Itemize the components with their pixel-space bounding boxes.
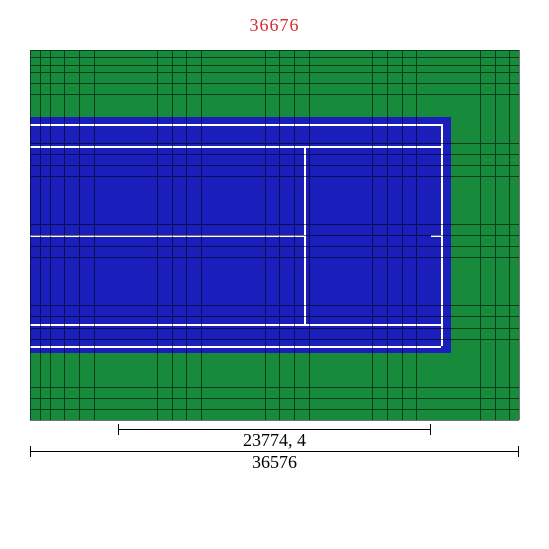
top-dimension-label: 36676 — [0, 15, 549, 36]
bottom-dimensions: 23774, 4 36576 — [30, 426, 519, 470]
dimension-row-outer: 36576 — [30, 448, 519, 470]
dimension-row-inner: 23774, 4 — [30, 426, 519, 448]
diagram-container: 36676 23774, 4 36576 — [0, 0, 549, 549]
dimension-outer-text: 36576 — [30, 452, 519, 473]
court-area — [30, 50, 519, 420]
top-dimension-text: 36676 — [250, 15, 300, 35]
